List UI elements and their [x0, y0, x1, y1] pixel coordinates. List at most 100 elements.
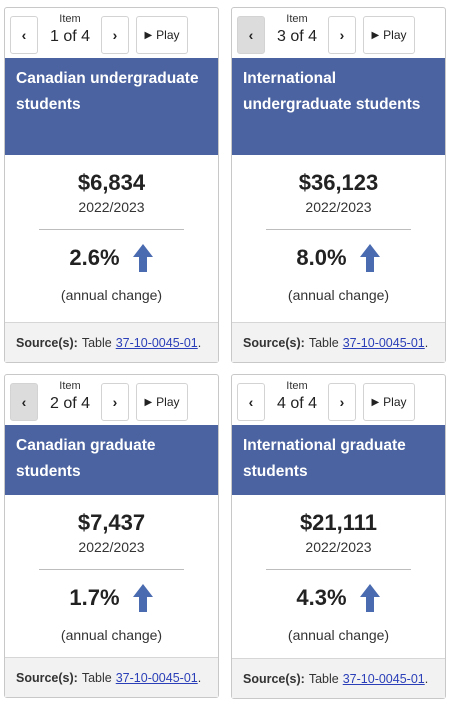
- item-position: 4 of 4: [276, 395, 318, 412]
- tuition-value: $21,111: [299, 510, 378, 535]
- play-icon: ▶: [371, 396, 380, 408]
- academic-year: 2022/2023: [305, 199, 372, 215]
- carousel-controls: ‹ Item 3 of 4 › ▶ Play: [232, 8, 445, 58]
- chevron-left-icon: ‹: [248, 394, 254, 410]
- chevron-right-icon: ›: [339, 394, 345, 410]
- source-text: Table: [308, 335, 339, 350]
- item-counter: Item 2 of 4: [42, 380, 98, 415]
- source-label: Source(s):: [243, 671, 305, 686]
- previous-button[interactable]: ‹: [237, 16, 265, 54]
- up-arrow-icon: [359, 244, 380, 272]
- previous-button[interactable]: ‹: [237, 383, 265, 421]
- annual-change-value: 1.7%: [69, 585, 120, 610]
- source-table-link[interactable]: 37-10-0045-01: [115, 670, 198, 685]
- source-text: Table: [81, 670, 112, 685]
- source-period: .: [424, 671, 429, 686]
- item-counter: Item 4 of 4: [269, 380, 325, 415]
- academic-year: 2022/2023: [78, 199, 145, 215]
- card-body: $7,437 2022/2023 1.7% (annual change): [5, 510, 218, 644]
- up-arrow-icon: [132, 584, 153, 612]
- item-counter: Item 3 of 4: [269, 13, 325, 48]
- card-title: Canadian graduate students: [5, 425, 218, 495]
- academic-year: 2022/2023: [305, 539, 372, 555]
- play-icon: ▶: [144, 396, 153, 408]
- source-table-link[interactable]: 37-10-0045-01: [342, 671, 425, 686]
- carousel-controls: ‹ Item 2 of 4 › ▶ Play: [5, 375, 218, 425]
- next-button[interactable]: ›: [101, 16, 129, 54]
- item-label: Item: [286, 13, 308, 25]
- annual-change-label: (annual change): [287, 627, 390, 643]
- next-button[interactable]: ›: [328, 383, 356, 421]
- play-icon: ▶: [371, 29, 380, 41]
- source-text: Table: [308, 671, 339, 686]
- item-label: Item: [59, 13, 81, 25]
- play-button[interactable]: ▶ Play: [363, 383, 415, 421]
- item-label: Item: [59, 380, 81, 392]
- source-period: .: [424, 335, 429, 350]
- chevron-left-icon: ‹: [248, 27, 254, 43]
- play-button[interactable]: ▶ Play: [136, 16, 188, 54]
- item-position: 2 of 4: [49, 395, 91, 412]
- source-footer: Source(s): Table 37-10-0045-01.: [232, 322, 445, 362]
- stat-card-canadian-graduate: ‹ Item 2 of 4 › ▶ Play Canadian graduate …: [4, 374, 219, 698]
- up-arrow-icon: [359, 584, 380, 612]
- card-title: International graduate students: [232, 425, 445, 495]
- tuition-value: $7,437: [77, 510, 146, 535]
- item-label: Item: [286, 380, 308, 392]
- annual-change-value: 4.3%: [296, 585, 347, 610]
- source-footer: Source(s): Table 37-10-0045-01.: [232, 658, 445, 698]
- card-body: $6,834 2022/2023 2.6% (annual change): [5, 170, 218, 304]
- source-footer: Source(s): Table 37-10-0045-01.: [5, 657, 218, 697]
- play-label: Play: [156, 28, 180, 42]
- carousel-controls: ‹ Item 1 of 4 › ▶ Play: [5, 8, 218, 58]
- stat-card-canadian-undergraduate: ‹ Item 1 of 4 › ▶ Play Canadian undergrad…: [4, 7, 219, 363]
- card-body: $36,123 2022/2023 8.0% (annual change): [232, 170, 445, 304]
- next-button[interactable]: ›: [328, 16, 356, 54]
- annual-change-label: (annual change): [60, 627, 163, 643]
- source-footer: Source(s): Table 37-10-0045-01.: [5, 322, 218, 362]
- tuition-value: $6,834: [77, 170, 146, 195]
- change-row: 1.7%: [5, 582, 218, 614]
- previous-button[interactable]: ‹: [10, 383, 38, 421]
- next-button[interactable]: ›: [101, 383, 129, 421]
- source-period: .: [197, 670, 202, 685]
- chevron-left-icon: ‹: [21, 27, 27, 43]
- item-counter: Item 1 of 4: [42, 13, 98, 48]
- annual-change-label: (annual change): [287, 287, 390, 303]
- chevron-right-icon: ›: [112, 394, 118, 410]
- play-label: Play: [383, 395, 407, 409]
- stat-card-international-graduate: ‹ Item 4 of 4 › ▶ Play International grad…: [231, 374, 446, 699]
- change-row: 4.3%: [232, 582, 445, 614]
- source-label: Source(s):: [243, 335, 305, 350]
- source-table-link[interactable]: 37-10-0045-01: [115, 335, 198, 350]
- item-position: 1 of 4: [49, 28, 91, 45]
- play-button[interactable]: ▶ Play: [363, 16, 415, 54]
- source-period: .: [197, 335, 202, 350]
- divider: [266, 569, 411, 570]
- chevron-right-icon: ›: [339, 27, 345, 43]
- previous-button[interactable]: ‹: [10, 16, 38, 54]
- divider: [39, 229, 184, 230]
- divider: [266, 229, 411, 230]
- chevron-right-icon: ›: [112, 27, 118, 43]
- change-row: 2.6%: [5, 242, 218, 274]
- play-label: Play: [156, 395, 180, 409]
- source-text: Table: [81, 335, 112, 350]
- source-table-link[interactable]: 37-10-0045-01: [342, 335, 425, 350]
- source-label: Source(s):: [16, 335, 78, 350]
- change-row: 8.0%: [232, 242, 445, 274]
- chevron-left-icon: ‹: [21, 394, 27, 410]
- divider: [39, 569, 184, 570]
- card-title: International undergraduate students: [232, 58, 445, 155]
- play-button[interactable]: ▶ Play: [136, 383, 188, 421]
- tuition-value: $36,123: [298, 170, 379, 195]
- academic-year: 2022/2023: [78, 539, 145, 555]
- carousel-controls: ‹ Item 4 of 4 › ▶ Play: [232, 375, 445, 425]
- card-body: $21,111 2022/2023 4.3% (annual change): [232, 510, 445, 644]
- annual-change-value: 2.6%: [69, 245, 120, 270]
- annual-change-value: 8.0%: [296, 245, 347, 270]
- play-icon: ▶: [144, 29, 153, 41]
- play-label: Play: [383, 28, 407, 42]
- item-position: 3 of 4: [276, 28, 318, 45]
- source-label: Source(s):: [16, 670, 78, 685]
